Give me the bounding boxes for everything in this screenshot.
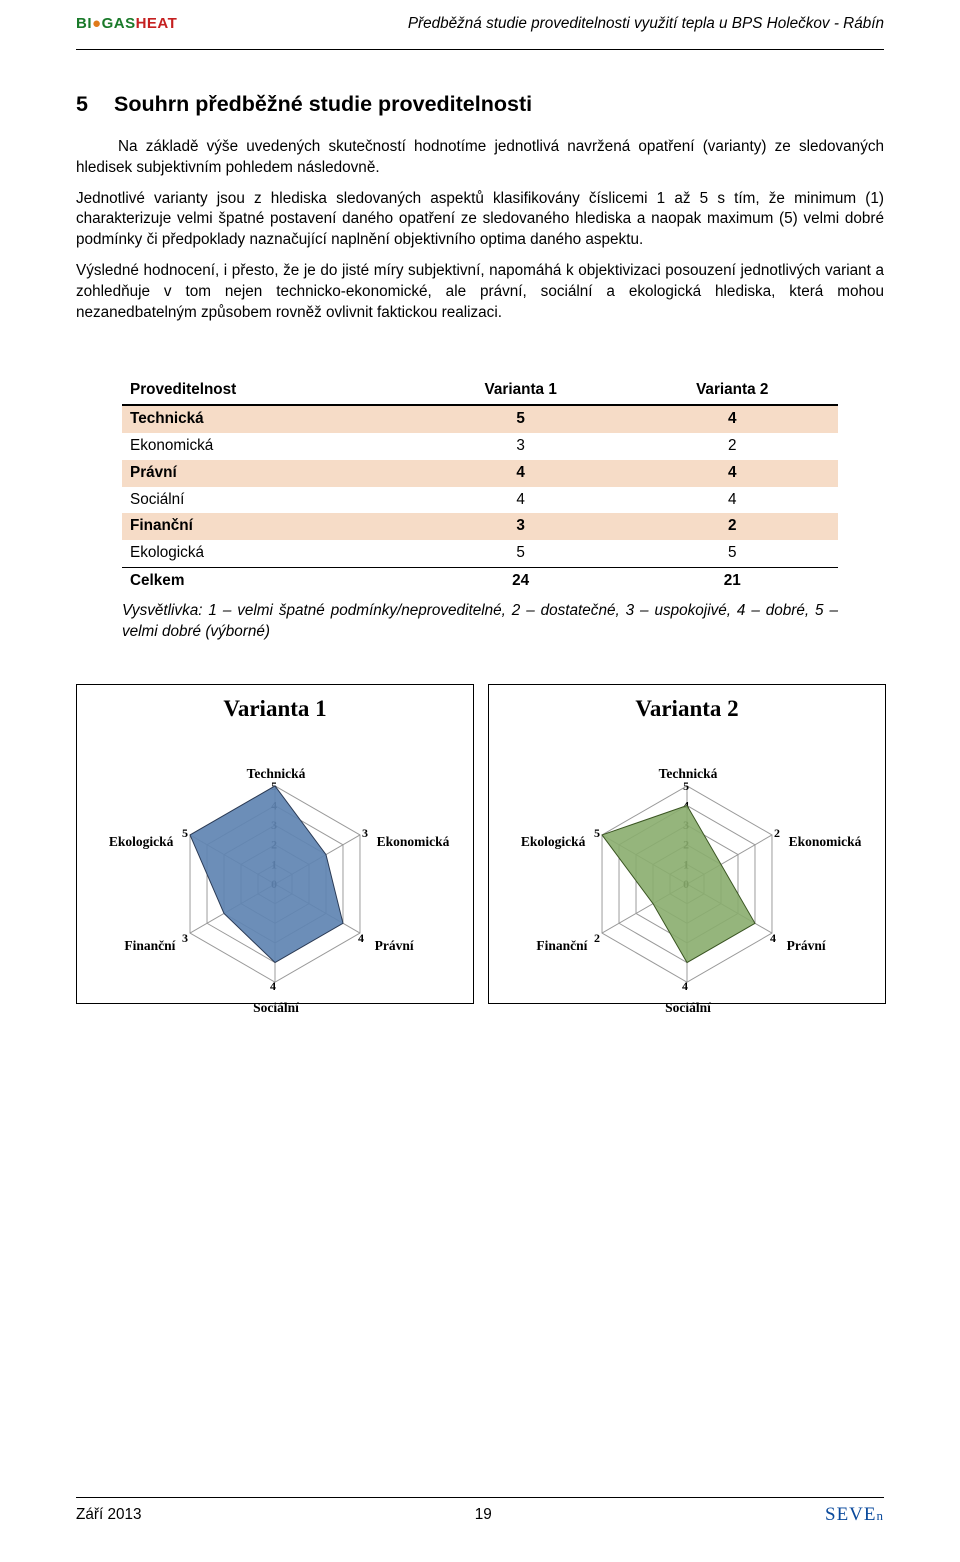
row-v1: 5 [415,405,627,433]
radar-axis-label: Právní [787,937,826,955]
table-legend: Vysvětlivka: 1 – velmi špatné podmínky/n… [76,595,884,643]
radar-axis-label: Sociální [253,999,299,1017]
total-v1: 24 [415,567,627,594]
chart-varianta-2: Varianta 2123450TechnickáEkonomická2Práv… [488,684,886,1004]
page: BI●GASHEAT Předběžná studie proveditelno… [0,0,960,1562]
radar-axis-label: Technická [247,765,306,783]
row-v1: 3 [415,513,627,540]
paragraph-1: Na základě výše uvedených skutečností ho… [76,137,884,179]
radar-axis-value: 3 [362,825,368,841]
footer-page-number: 19 [475,1505,492,1526]
row-v2: 4 [626,460,838,487]
row-v2: 4 [626,405,838,433]
footer-rule [76,1497,884,1498]
header-title: Předběžná studie proveditelnosti využití… [408,14,884,35]
radar-axis-value: 2 [774,825,780,841]
charts-row: Varianta 1123450TechnickáEkonomická3Práv… [76,684,884,1004]
row-label: Ekologická [122,540,415,567]
row-v1: 3 [415,433,627,460]
total-v2: 21 [626,567,838,594]
paragraph-2: Jednotlivé varianty jsou z hlediska sled… [76,189,884,251]
row-v2: 2 [626,513,838,540]
radar-axis-label: Technická [659,765,718,783]
chart-title: Varianta 2 [635,693,738,724]
radar-axis-label: Finanční [124,937,175,955]
radar-axis-value: 5 [182,825,188,841]
footer-date: Září 2013 [76,1505,141,1526]
col-proveditelnost: Proveditelnost [122,377,415,405]
radar-axis-value: 5 [594,825,600,841]
row-v1: 4 [415,487,627,514]
footer-logo-seven: SEVEn [825,1502,884,1528]
radar-axis-label: Ekonomická [377,833,450,851]
row-v2: 4 [626,487,838,514]
table-row: Právní44 [122,460,838,487]
col-varianta-2: Varianta 2 [626,377,838,405]
table-row: Ekonomická32 [122,433,838,460]
total-label: Celkem [122,567,415,594]
radar-axis-label: Právní [375,937,414,955]
page-footer: Září 2013 19 SEVEn [76,1502,884,1528]
section-number: 5 [76,90,114,119]
section-title: Souhrn předběžné studie proveditelnosti [114,92,532,116]
radar-axis-value: 4 [770,930,776,946]
chart-title: Varianta 1 [223,693,326,724]
row-label: Finanční [122,513,415,540]
radar-axis-label: Sociální [665,999,711,1017]
row-v1: 5 [415,540,627,567]
radar-axis-label: Ekonomická [789,833,862,851]
logo-biogasheat: BI●GASHEAT [76,14,177,34]
radar-axis-value: 4 [358,930,364,946]
row-label: Sociální [122,487,415,514]
row-v1: 4 [415,460,627,487]
radar-axis-value: 2 [594,930,600,946]
table-row: Finanční32 [122,513,838,540]
table-row-total: Celkem2421 [122,567,838,594]
radar-axis-value: 4 [270,978,276,994]
row-v2: 5 [626,540,838,567]
radar-axis-label: Ekologická [521,833,586,851]
table-row: Technická54 [122,405,838,433]
table-row: Sociální44 [122,487,838,514]
page-header: BI●GASHEAT Předběžná studie proveditelno… [76,14,884,41]
chart-varianta-1: Varianta 1123450TechnickáEkonomická3Práv… [76,684,474,1004]
score-table-wrap: Proveditelnost Varianta 1 Varianta 2 Tec… [76,377,884,594]
table-header-row: Proveditelnost Varianta 1 Varianta 2 [122,377,838,405]
row-label: Ekonomická [122,433,415,460]
header-rule [76,49,884,50]
row-label: Technická [122,405,415,433]
radar-axis-value: 3 [182,930,188,946]
radar-axis-value: 4 [682,978,688,994]
section-heading: 5Souhrn předběžné studie proveditelnosti [76,90,884,119]
score-table: Proveditelnost Varianta 1 Varianta 2 Tec… [122,377,838,594]
row-v2: 2 [626,433,838,460]
radar-axis-label: Ekologická [109,833,174,851]
radar-axis-label: Finanční [536,937,587,955]
paragraph-3: Výsledné hodnocení, i přesto, že je do j… [76,261,884,323]
col-varianta-1: Varianta 1 [415,377,627,405]
table-row: Ekologická55 [122,540,838,567]
row-label: Právní [122,460,415,487]
